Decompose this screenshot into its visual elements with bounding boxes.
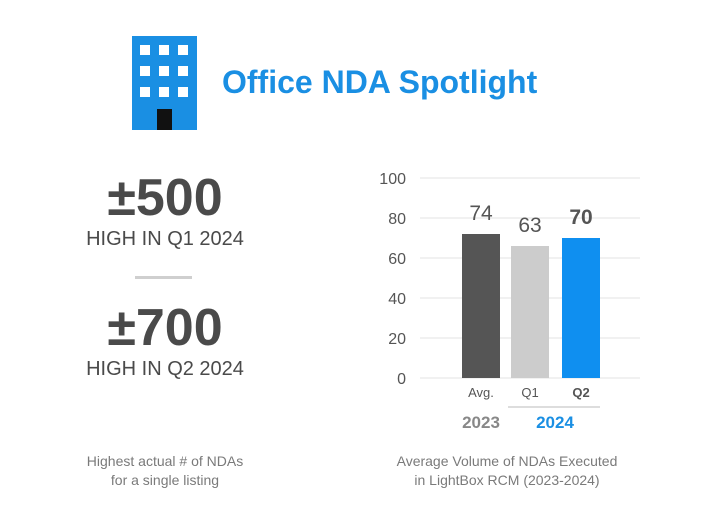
stat-q1: ±500 HIGH IN Q1 2024 bbox=[40, 172, 290, 251]
chart-caption-line2: in LightBox RCM (2023-2024) bbox=[414, 472, 600, 488]
y-tick-label: 40 bbox=[388, 291, 406, 308]
group-label: 2023 bbox=[462, 413, 500, 432]
stat-q2-value: ±700 bbox=[107, 299, 223, 357]
group-label: 2024 bbox=[536, 413, 574, 432]
data-label: 70 bbox=[569, 206, 592, 229]
bar-chart: 0 20 40 60 80 100 74 Avg. 63 Q1 70 Q2 2023 2024 bbox=[379, 171, 640, 432]
y-tick-label: 80 bbox=[388, 211, 406, 228]
stat-q2: ±700 HIGH IN Q2 2024 bbox=[40, 302, 290, 381]
data-label: 63 bbox=[518, 214, 541, 237]
left-caption-line2: for a single listing bbox=[110, 472, 220, 488]
y-tick-label: 0 bbox=[397, 371, 406, 388]
bar bbox=[462, 234, 500, 378]
stat-q1-label: HIGH IN Q1 2024 bbox=[86, 228, 244, 250]
y-tick-label: 100 bbox=[379, 171, 406, 188]
bar bbox=[562, 238, 600, 378]
bar bbox=[511, 246, 549, 378]
data-label: 74 bbox=[469, 202, 493, 225]
y-tick-label: 20 bbox=[388, 331, 406, 348]
left-caption-line1: Highest actual # of NDAs bbox=[86, 453, 244, 469]
chart-caption: Average Volume of NDAs Executed in Light… bbox=[350, 452, 664, 490]
left-caption: Highest actual # of NDAs for a single li… bbox=[40, 452, 290, 490]
stat-q1-value: ±500 bbox=[107, 169, 223, 227]
x-tick-label: Q1 bbox=[521, 385, 538, 400]
stat-q2-label: HIGH IN Q2 2024 bbox=[86, 358, 244, 380]
page-title: Office NDA Spotlight bbox=[222, 64, 538, 100]
y-tick-label: 60 bbox=[388, 251, 406, 268]
x-tick-label: Q2 bbox=[572, 385, 589, 400]
x-tick-label: Avg. bbox=[468, 385, 494, 400]
office-building-icon bbox=[132, 36, 197, 130]
chart-caption-line1: Average Volume of NDAs Executed bbox=[396, 453, 618, 469]
stat-divider bbox=[135, 276, 192, 279]
